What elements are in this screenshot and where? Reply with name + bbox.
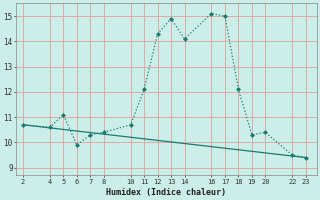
X-axis label: Humidex (Indice chaleur): Humidex (Indice chaleur): [106, 188, 226, 197]
